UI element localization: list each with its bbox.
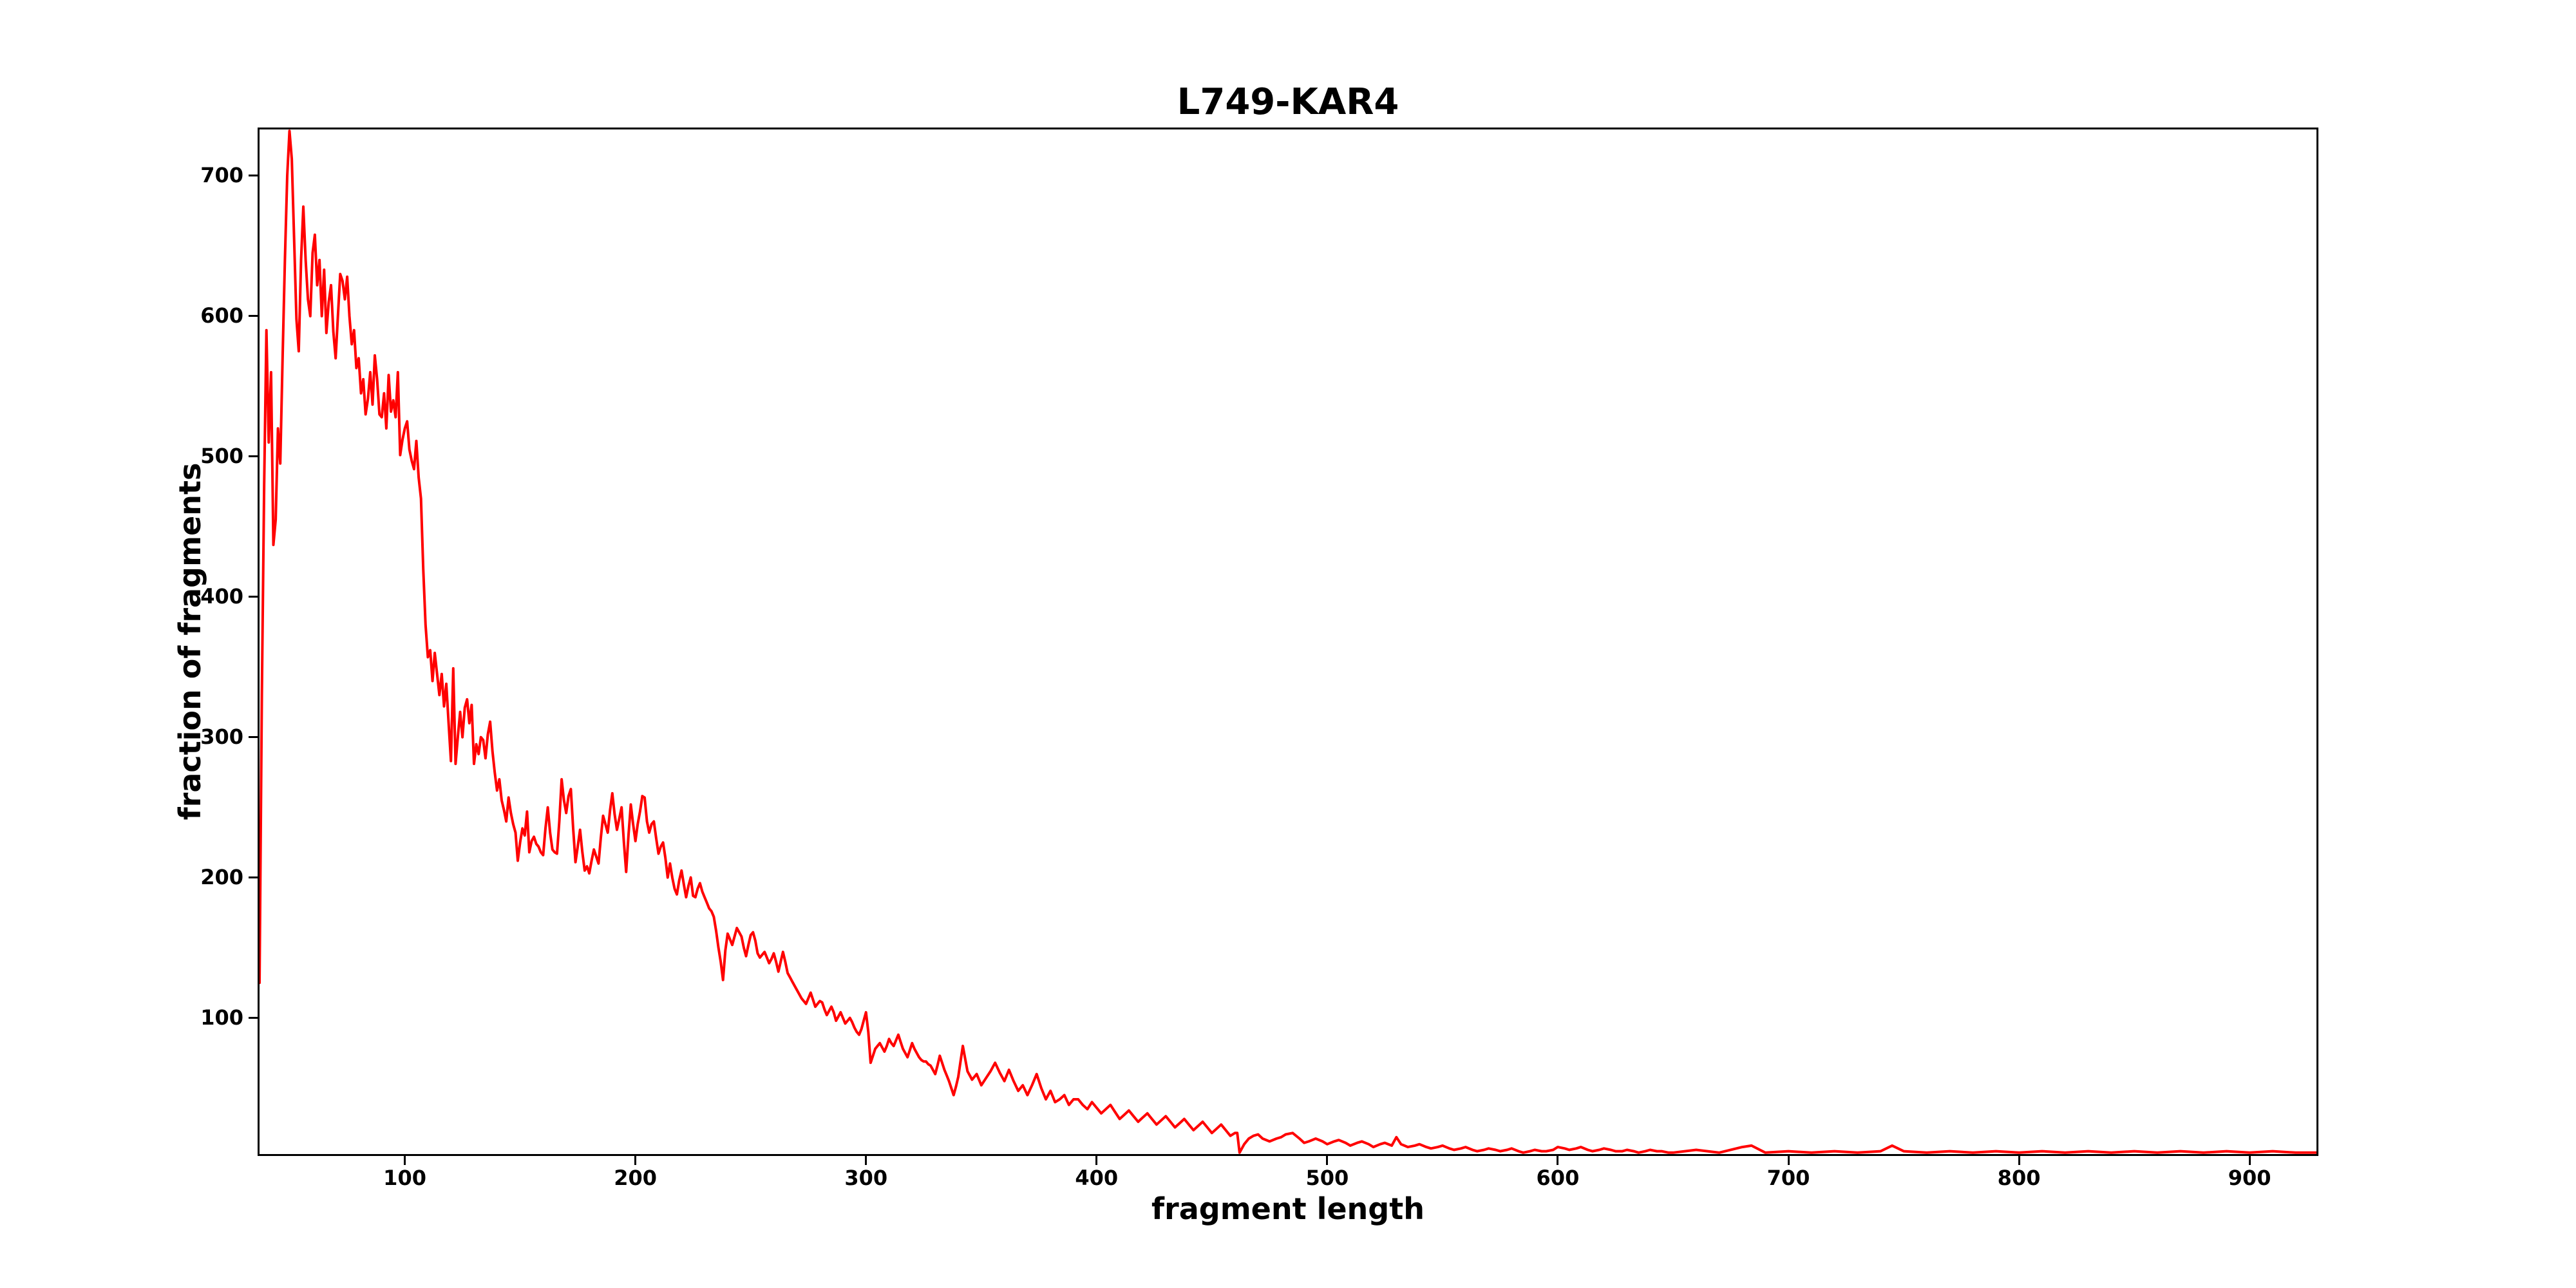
x-tick-label: 900 <box>2228 1166 2271 1190</box>
y-tick <box>249 315 258 317</box>
x-tick-label: 600 <box>1536 1166 1580 1190</box>
x-tick-label: 100 <box>383 1166 426 1190</box>
x-tick-label: 300 <box>844 1166 888 1190</box>
x-tick-label: 500 <box>1305 1166 1349 1190</box>
y-tick-label: 200 <box>200 864 243 889</box>
x-tick <box>404 1156 406 1165</box>
y-tick <box>249 455 258 458</box>
y-tick-label: 400 <box>200 583 243 609</box>
y-tick-label: 300 <box>200 724 243 749</box>
x-tick <box>634 1156 637 1165</box>
x-tick-label: 800 <box>1997 1166 2041 1190</box>
y-tick-label: 600 <box>200 303 243 328</box>
y-tick <box>249 736 258 739</box>
x-tick <box>1557 1156 1559 1165</box>
y-tick-label: 500 <box>200 443 243 468</box>
x-tick-label: 700 <box>1766 1166 1810 1190</box>
y-tick <box>249 596 258 598</box>
x-axis-label: fragment length <box>1151 1191 1425 1226</box>
plot-area <box>258 128 2318 1156</box>
y-tick <box>249 1017 258 1019</box>
plot-canvas <box>260 129 2316 1154</box>
x-tick <box>2248 1156 2251 1165</box>
y-tick-label: 700 <box>200 162 243 187</box>
fragment-length-series-line <box>260 129 2316 1154</box>
y-tick <box>249 175 258 177</box>
x-tick <box>1787 1156 1790 1165</box>
x-tick-label: 200 <box>614 1166 658 1190</box>
y-tick <box>249 876 258 879</box>
x-tick <box>2018 1156 2020 1165</box>
y-axis-label: fraction of fragments <box>173 462 207 820</box>
chart-title: L749-KAR4 <box>1177 81 1399 123</box>
x-tick <box>1095 1156 1098 1165</box>
y-tick-label: 100 <box>200 1005 243 1030</box>
x-tick-label: 400 <box>1075 1166 1119 1190</box>
x-tick <box>1326 1156 1329 1165</box>
x-tick <box>865 1156 867 1165</box>
